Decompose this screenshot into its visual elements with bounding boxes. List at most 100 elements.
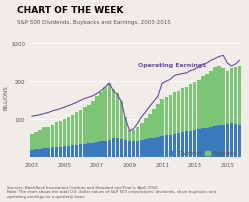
Bar — [136, 128, 139, 141]
Bar — [238, 66, 241, 125]
Bar — [181, 89, 184, 133]
Bar — [230, 123, 233, 158]
Bar — [197, 129, 200, 158]
Bar — [99, 142, 103, 158]
Bar — [91, 143, 95, 158]
Bar — [103, 88, 107, 141]
Bar — [152, 138, 156, 158]
Bar — [217, 126, 221, 158]
Bar — [181, 133, 184, 158]
Bar — [30, 150, 34, 158]
Bar — [144, 119, 148, 139]
Bar — [165, 98, 168, 136]
Bar — [209, 127, 213, 158]
Bar — [226, 71, 229, 124]
Bar — [34, 149, 38, 158]
Text: S&P 500 Dividends, Buybacks and Earnings, 2003-2015: S&P 500 Dividends, Buybacks and Earnings… — [17, 20, 171, 25]
Bar — [156, 137, 160, 158]
Bar — [144, 139, 148, 158]
Bar — [177, 91, 180, 133]
Bar — [112, 89, 115, 139]
Bar — [221, 68, 225, 125]
Bar — [140, 123, 143, 140]
Bar — [189, 85, 192, 131]
Text: Operating Earnings: Operating Earnings — [138, 63, 206, 68]
Bar — [152, 109, 156, 138]
Bar — [99, 93, 103, 142]
Bar — [42, 148, 46, 158]
Bar — [165, 136, 168, 158]
Bar — [193, 130, 196, 158]
Bar — [120, 101, 123, 139]
Bar — [221, 125, 225, 158]
Bar — [193, 83, 196, 130]
Bar — [95, 97, 99, 142]
Bar — [177, 133, 180, 158]
Bar — [87, 106, 91, 144]
Bar — [79, 110, 82, 144]
Bar — [205, 74, 209, 128]
Bar — [112, 139, 115, 158]
Bar — [209, 71, 213, 127]
Bar — [83, 144, 87, 158]
Bar — [103, 141, 107, 158]
Bar — [87, 144, 91, 158]
Bar — [201, 77, 205, 129]
Bar — [128, 141, 131, 158]
Bar — [51, 148, 54, 158]
Bar — [67, 117, 70, 146]
Bar — [47, 127, 50, 148]
Bar — [108, 140, 111, 158]
Legend: Dividends, Buybacks: Dividends, Buybacks — [168, 149, 239, 158]
Bar — [63, 119, 66, 146]
Bar — [116, 93, 119, 139]
Bar — [148, 114, 152, 139]
Bar — [47, 148, 50, 158]
Bar — [71, 145, 74, 158]
Bar — [148, 139, 152, 158]
Bar — [160, 100, 164, 136]
Bar — [213, 68, 217, 126]
Bar — [226, 124, 229, 158]
Bar — [59, 147, 62, 158]
Bar — [205, 128, 209, 158]
Bar — [67, 146, 70, 158]
Bar — [169, 135, 172, 158]
Bar — [75, 145, 78, 158]
Bar — [234, 67, 237, 124]
Bar — [185, 132, 188, 158]
Bar — [169, 95, 172, 135]
Bar — [132, 131, 135, 141]
Y-axis label: BILLIONS: BILLIONS — [3, 85, 8, 109]
Bar — [197, 80, 200, 129]
Bar — [108, 83, 111, 140]
Bar — [51, 125, 54, 148]
Bar — [136, 141, 139, 158]
Bar — [128, 130, 131, 141]
Bar — [217, 67, 221, 126]
Bar — [124, 140, 127, 158]
Bar — [63, 146, 66, 158]
Bar — [38, 149, 42, 158]
Text: CHART OF THE WEEK: CHART OF THE WEEK — [17, 6, 124, 15]
Bar — [173, 134, 176, 158]
Bar — [91, 101, 95, 143]
Bar — [160, 136, 164, 158]
Bar — [79, 144, 82, 158]
Bar — [185, 87, 188, 132]
Bar — [71, 115, 74, 145]
Bar — [55, 147, 58, 158]
Bar — [55, 123, 58, 147]
Text: Sources: BlackRock Investment Institute and Standard and Poor's, April 2016.
Not: Sources: BlackRock Investment Institute … — [7, 185, 216, 198]
Bar — [34, 132, 38, 149]
Bar — [238, 125, 241, 158]
Bar — [38, 130, 42, 149]
Bar — [95, 142, 99, 158]
Bar — [30, 134, 34, 150]
Bar — [156, 105, 160, 137]
Bar — [116, 139, 119, 158]
Bar — [83, 108, 87, 144]
Bar — [234, 124, 237, 158]
Bar — [42, 128, 46, 148]
Bar — [189, 131, 192, 158]
